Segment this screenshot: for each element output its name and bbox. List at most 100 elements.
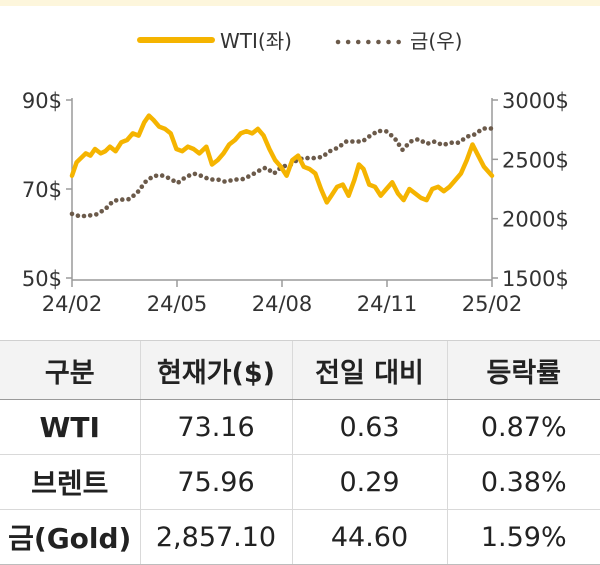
price-table: 구분 현재가($) 전일 대비 등락률 WTI 73.16 0.63 0.87%… [0, 340, 600, 565]
gold-point [240, 176, 245, 182]
gold-point [181, 176, 186, 181]
gold-point [415, 137, 420, 142]
gold-point [228, 178, 233, 183]
table-row: WTI 73.16 0.63 0.87% [0, 399, 600, 455]
gold-point [148, 175, 153, 181]
gold-point [75, 213, 81, 218]
x-axis-tick-label: 24/05 [147, 292, 208, 316]
gold-point [234, 177, 239, 182]
gold-point [131, 193, 136, 198]
gold-point [272, 170, 278, 176]
legend-label-wti: WTI(좌) [220, 29, 292, 53]
change-rate-cell: 1.59% [446, 509, 600, 565]
header-current-price: 현재가($) [139, 340, 292, 400]
gold-point [420, 139, 426, 144]
gold-point [251, 171, 257, 176]
right-axis-tick-label: 3000$ [502, 89, 569, 113]
change-rate-cell: 0.87% [446, 399, 600, 455]
gold-point [488, 126, 494, 131]
gold-point [143, 179, 148, 185]
gold-point [477, 128, 482, 134]
x-axis-tick-label: 25/02 [462, 292, 523, 316]
gold-point [186, 173, 192, 178]
gold-point [135, 189, 141, 194]
gold-point [443, 141, 449, 147]
gold-point [431, 139, 437, 144]
gold-point [159, 173, 165, 178]
current-price-cell: 2,857.10 [139, 509, 292, 565]
gold-point [362, 137, 367, 143]
gold-point [449, 140, 455, 145]
gold-point [256, 168, 262, 173]
gold-point [126, 196, 131, 202]
x-axis-tick-label: 24/08 [252, 292, 313, 316]
header-change: 전일 대비 [291, 340, 447, 400]
price-line-chart: WTI(좌) 금(우) 90$ 70$ 50$ 3000$ 2500$ 2000$ 1500… [22, 29, 569, 316]
gold-point [305, 155, 310, 161]
change-cell: 44.60 [291, 509, 447, 565]
gold-point [384, 129, 389, 134]
gold-point [393, 137, 398, 142]
gold-point [120, 197, 125, 202]
axis-tick-labels: 90$ 70$ 50$ 3000$ 2500$ 2000$ 1500$ 24/02 24/05 2… [22, 89, 569, 316]
gold-point [198, 173, 204, 178]
gold-point [176, 179, 181, 185]
gold-point [372, 130, 377, 136]
top-accent-strip [0, 0, 600, 6]
gold-point [367, 134, 372, 139]
gold-point [471, 132, 477, 137]
gold-point [99, 209, 104, 214]
gold-point [317, 155, 323, 160]
gold-point [404, 143, 410, 148]
gold-point [192, 171, 198, 177]
gold-point [171, 178, 176, 183]
gold-point [323, 152, 328, 157]
gold-point [108, 201, 114, 206]
row-label: 브렌트 [0, 454, 140, 510]
gold-point [210, 177, 215, 182]
change-rate-cell: 0.38% [446, 454, 600, 510]
left-axis-tick-label: 90$ [22, 89, 62, 113]
table-row: 브렌트 75.96 0.29 0.38% [0, 454, 600, 510]
gold-point [204, 175, 209, 181]
gold-point [377, 128, 383, 134]
gold-point [482, 126, 488, 131]
wti-series-line [69, 113, 495, 205]
x-axis-tick-label: 24/02 [42, 292, 103, 316]
gold-point [104, 205, 109, 210]
gold-point [153, 173, 159, 179]
table-header-row: 구분 현재가($) 전일 대비 등락률 [0, 340, 600, 400]
x-axis-tick-label: 24/11 [357, 292, 418, 316]
change-cell: 0.29 [291, 454, 447, 510]
axis-ticks [66, 99, 498, 287]
gold-point [396, 142, 402, 147]
gold-point [222, 179, 227, 184]
gold-point [165, 175, 171, 181]
header-category: 구분 [0, 340, 140, 400]
table-row: 금(Gold) 2,857.10 44.60 1.59% [0, 509, 600, 565]
gold-point [388, 133, 394, 138]
gold-point [333, 146, 339, 151]
gold-point [69, 211, 75, 217]
gold-point [94, 212, 99, 217]
change-cell: 0.63 [291, 399, 447, 455]
gold-point [267, 168, 273, 173]
gold-point [400, 147, 405, 153]
right-axis-tick-label: 2000$ [502, 208, 569, 232]
current-price-cell: 75.96 [139, 454, 292, 510]
row-label: 금(Gold) [0, 509, 140, 565]
left-axis-tick-label: 70$ [22, 178, 62, 202]
gold-point [216, 177, 221, 183]
gold-point [466, 134, 471, 139]
header-change-rate: 등락률 [446, 340, 600, 400]
gold-point [139, 184, 145, 189]
gold-point [87, 213, 93, 218]
gold-point [343, 139, 349, 144]
gold-point [455, 140, 461, 145]
gold-series [69, 126, 494, 219]
gold-point [262, 165, 268, 171]
gold-point [409, 139, 414, 144]
gold-point [328, 148, 333, 154]
gold-point [460, 137, 466, 142]
gold-point [356, 139, 361, 144]
